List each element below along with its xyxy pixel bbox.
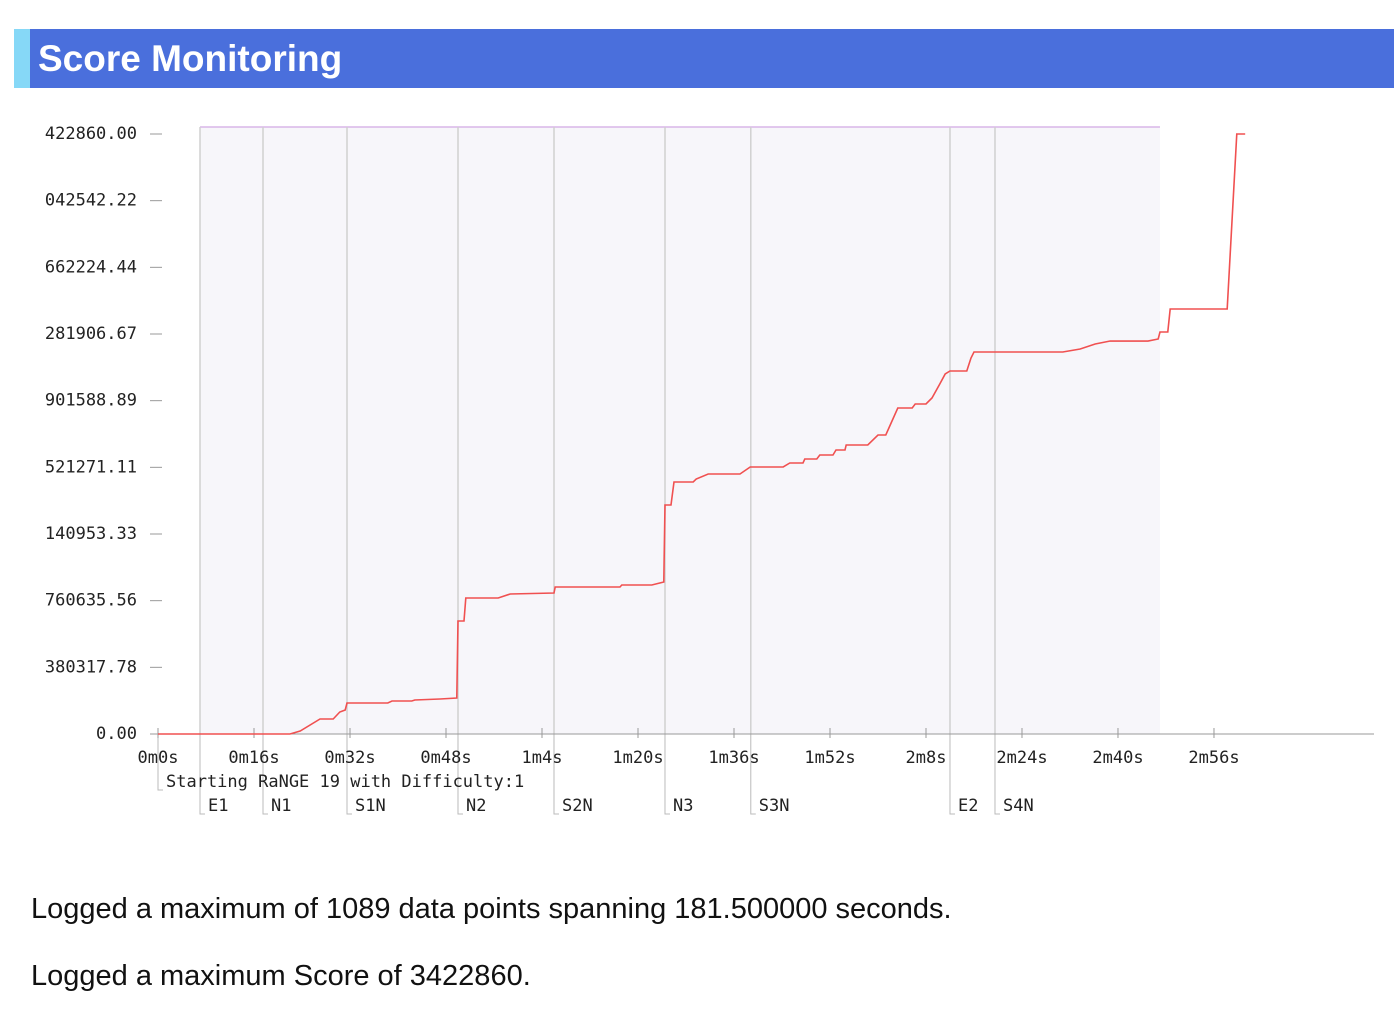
event-pointer [949,734,955,815]
event-pointer [664,734,670,815]
y-tick-label: 422860.00 [45,124,137,144]
event-pointer [199,734,205,815]
x-tick-label: 1m52s [804,748,855,768]
y-tick-label: 760635.56 [45,591,137,611]
score-line [158,133,1246,735]
event-label: S4N [1003,796,1034,816]
x-tick-label: 2m56s [1188,748,1239,768]
header-bar: Score Monitoring [14,29,1394,88]
x-tick-label: 1m36s [708,748,759,768]
y-tick-label: 380317.78 [45,657,137,677]
event-pointer [262,734,268,815]
annotation-label: Starting RaNGE 19 with Difficulty:1 [166,772,524,792]
x-tick-label: 1m20s [612,748,663,768]
y-tick-label: 521271.11 [45,457,137,477]
x-tick-label: 2m40s [1092,748,1143,768]
x-tick-label: 1m4s [522,748,563,768]
event-pointer [457,734,463,815]
y-tick-label: 140953.33 [45,524,137,544]
y-tick-label: 662224.44 [45,257,137,277]
event-label: S1N [355,796,386,816]
event-label: N3 [673,796,693,816]
x-tick-label: 2m8s [906,748,947,768]
event-label: E2 [958,796,978,816]
event-label: S2N [562,796,593,816]
y-tick-label: 281906.67 [45,324,137,344]
highlight-band [199,127,1160,734]
event-label: S3N [759,796,790,816]
x-tick-label: 0m0s [138,748,179,768]
header-title: Score Monitoring [38,38,343,79]
chart: E1 N1 S1N N2 S2N N3 S3N E2 S4N Starting RaNGE 19 … [45,124,1374,816]
event-label: N2 [466,796,486,816]
event-pointer [346,734,352,815]
x-tick-label: 0m32s [324,748,375,768]
x-tick-label: 0m16s [228,748,279,768]
y-tick-label: 901588.89 [45,391,137,411]
annotation-pointer [157,734,163,791]
y-tick-label: 042542.22 [45,191,137,211]
event-pointer [994,734,1000,815]
event-pointer [553,734,559,815]
event-label: E1 [208,796,228,816]
summary-line: Logged a maximum of 1089 data points spa… [31,893,952,925]
x-tick-label: 0m48s [420,748,471,768]
y-tick-label: 0.00 [96,724,137,744]
header-stripe [14,29,30,88]
x-tick-label: 2m24s [996,748,1047,768]
summary-line: Logged a maximum Score of 3422860. [31,960,531,992]
event-pointer [750,734,756,815]
event-label: N1 [271,796,291,816]
